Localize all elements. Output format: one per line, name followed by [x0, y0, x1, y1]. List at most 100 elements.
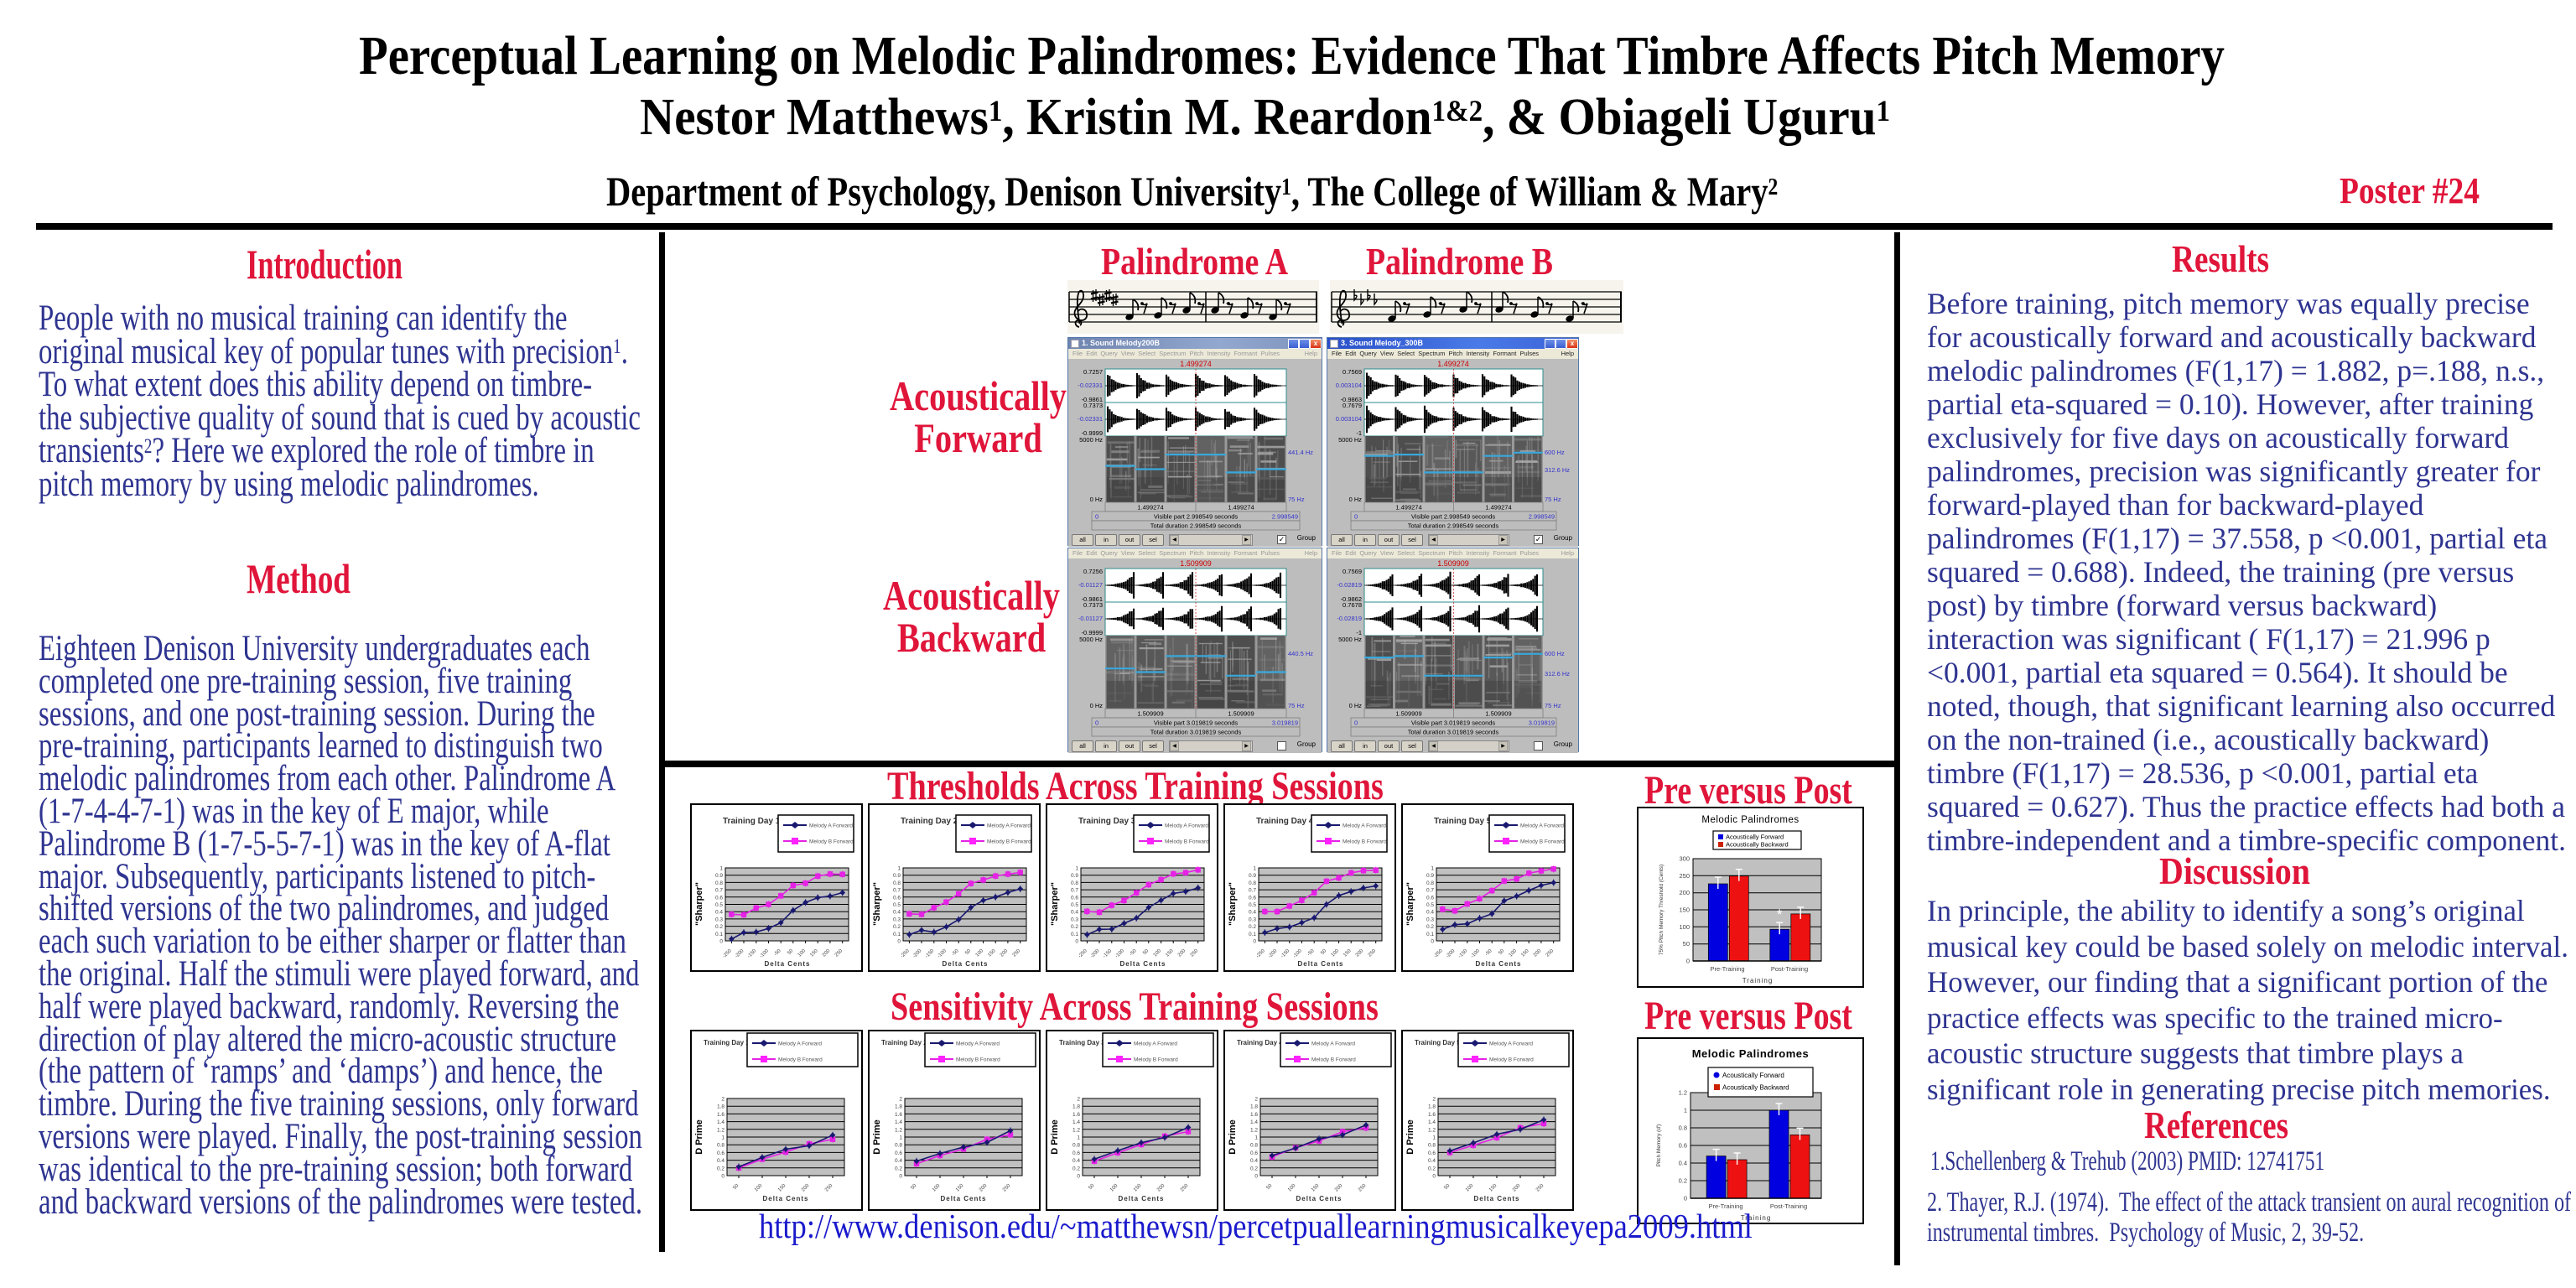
svg-text:0.2: 0.2 — [893, 924, 901, 930]
svg-text:2: 2 — [1254, 1097, 1258, 1103]
svg-text:100: 100 — [1509, 948, 1519, 958]
svg-text:0.8: 0.8 — [1072, 1143, 1080, 1149]
svg-text:-50: -50 — [1306, 948, 1316, 958]
svg-text:1.2: 1.2 — [717, 1127, 724, 1133]
svg-text:0: 0 — [1077, 1174, 1080, 1180]
svg-text:Delta Cents: Delta Cents — [1118, 1195, 1164, 1202]
svg-text:150: 150 — [809, 948, 819, 958]
svg-text:0.3: 0.3 — [1071, 917, 1078, 922]
svg-text:0.5: 0.5 — [893, 902, 901, 908]
svg-text:0.2: 0.2 — [1071, 924, 1078, 930]
svg-text:-0.9862: -0.9862 — [1341, 595, 1362, 603]
svg-text:0.4: 0.4 — [895, 1158, 902, 1164]
svg-text:0.7569: 0.7569 — [1343, 568, 1362, 575]
svg-text:0.4: 0.4 — [1428, 1158, 1436, 1164]
svg-text:75% Pitch Memory Threshold (Ce: 75% Pitch Memory Threshold (Cents) — [1659, 865, 1665, 955]
svg-text:Melody B Forward: Melody B Forward — [1343, 839, 1387, 845]
svg-text:250: 250 — [824, 1183, 834, 1193]
svg-text:441.4 Hz: 441.4 Hz — [1288, 449, 1313, 456]
svg-text:250: 250 — [1545, 948, 1555, 958]
svg-text:0.5: 0.5 — [1071, 902, 1078, 908]
svg-text:50: 50 — [1443, 1183, 1451, 1191]
svg-text:0: 0 — [1354, 513, 1358, 521]
svg-text:-200: -200 — [735, 948, 745, 959]
svg-text:100: 100 — [1287, 1183, 1297, 1193]
svg-text:50: 50 — [732, 1183, 740, 1191]
svg-text:0.7569: 0.7569 — [1343, 368, 1362, 376]
svg-text:-100: -100 — [1114, 948, 1125, 959]
svg-text:1: 1 — [721, 1135, 724, 1141]
svg-text:-250: -250 — [900, 948, 911, 959]
svg-text:Acoustically Backward: Acoustically Backward — [1722, 1084, 1789, 1092]
svg-text:50: 50 — [1683, 940, 1690, 948]
svg-text:100: 100 — [1109, 1183, 1119, 1193]
svg-text:312.6 Hz: 312.6 Hz — [1545, 670, 1570, 678]
svg-text:Melody B Forward: Melody B Forward — [1134, 1057, 1178, 1063]
svg-text:D Prime: D Prime — [694, 1119, 704, 1155]
svg-text:2.998549: 2.998549 — [1272, 513, 1298, 521]
svg-text:50: 50 — [964, 948, 972, 956]
svg-text:1.8: 1.8 — [895, 1104, 902, 1110]
svg-text:Post-Training: Post-Training — [1771, 965, 1808, 973]
svg-text:50: 50 — [1320, 948, 1327, 956]
svg-text:2: 2 — [721, 1097, 724, 1103]
svg-text:-200: -200 — [1268, 948, 1279, 959]
svg-text:150: 150 — [1520, 948, 1530, 958]
svg-text:1.2: 1.2 — [895, 1127, 902, 1133]
svg-text:1: 1 — [1684, 1107, 1687, 1114]
svg-text:0.4: 0.4 — [717, 1158, 724, 1164]
svg-text:2: 2 — [1077, 1097, 1080, 1103]
svg-text:2.998549: 2.998549 — [1529, 513, 1555, 521]
svg-text:Melody A Forward: Melody A Forward — [809, 823, 853, 829]
svg-text:-150: -150 — [1280, 948, 1291, 959]
svg-text:1.509909: 1.509909 — [1180, 559, 1212, 568]
svg-text:0.1: 0.1 — [1426, 932, 1434, 937]
svg-text:2: 2 — [1432, 1097, 1436, 1103]
svg-text:1.4: 1.4 — [895, 1119, 902, 1125]
svg-text:50: 50 — [1142, 948, 1150, 956]
svg-text:0: 0 — [1095, 719, 1098, 727]
svg-text:0: 0 — [721, 1174, 724, 1180]
svg-text:-250: -250 — [1255, 948, 1266, 959]
svg-text:Pre-Training: Pre-Training — [1711, 965, 1745, 973]
svg-text:300: 300 — [1679, 855, 1690, 863]
svg-text:150: 150 — [1311, 1183, 1321, 1193]
svg-text:0.4: 0.4 — [1426, 910, 1434, 916]
svg-text:600 Hz: 600 Hz — [1545, 449, 1565, 456]
svg-text:D Prime: D Prime — [1405, 1119, 1415, 1155]
svg-text:Melody B Forward: Melody B Forward — [778, 1057, 823, 1063]
svg-text:Melody A Forward: Melody A Forward — [1489, 1041, 1533, 1047]
svg-text:-1: -1 — [1356, 629, 1362, 636]
svg-text:Melody A Forward: Melody A Forward — [987, 823, 1031, 829]
svg-text:-250: -250 — [1078, 948, 1088, 959]
svg-text:0.3: 0.3 — [715, 917, 723, 922]
svg-text:0.8: 0.8 — [1071, 880, 1078, 886]
svg-text:200: 200 — [822, 948, 832, 958]
svg-text:-0.9999: -0.9999 — [1082, 429, 1103, 437]
svg-text:75 Hz: 75 Hz — [1288, 496, 1305, 503]
svg-text:0.8: 0.8 — [1428, 1143, 1436, 1149]
svg-text:1.499274: 1.499274 — [1437, 360, 1469, 368]
svg-text:1.6: 1.6 — [1428, 1112, 1436, 1118]
svg-text:Training Day 2: Training Day 2 — [901, 817, 958, 826]
svg-text:0.7: 0.7 — [1249, 888, 1256, 894]
svg-text:1.8: 1.8 — [717, 1104, 724, 1110]
svg-text:50: 50 — [1265, 1183, 1273, 1191]
svg-text:-200: -200 — [1446, 948, 1457, 959]
svg-text:0 Hz: 0 Hz — [1090, 496, 1104, 503]
svg-text:0.6: 0.6 — [895, 1150, 902, 1156]
svg-text:0: 0 — [1432, 1174, 1436, 1180]
svg-text:200: 200 — [979, 1183, 989, 1193]
svg-text:Acoustically Forward: Acoustically Forward — [1722, 1072, 1784, 1079]
svg-text:0.6: 0.6 — [893, 895, 901, 901]
svg-text:250: 250 — [1535, 1183, 1545, 1193]
svg-text:1: 1 — [897, 866, 901, 872]
svg-text:2: 2 — [899, 1097, 902, 1103]
svg-text:250: 250 — [1190, 948, 1200, 958]
svg-text:0.3: 0.3 — [1249, 917, 1256, 922]
svg-text:50: 50 — [1498, 948, 1505, 956]
svg-text:Training Day 3: Training Day 3 — [1078, 817, 1136, 826]
svg-text:1: 1 — [899, 1135, 902, 1141]
svg-text:0.9: 0.9 — [715, 873, 723, 879]
svg-text:1.2: 1.2 — [1072, 1127, 1080, 1133]
